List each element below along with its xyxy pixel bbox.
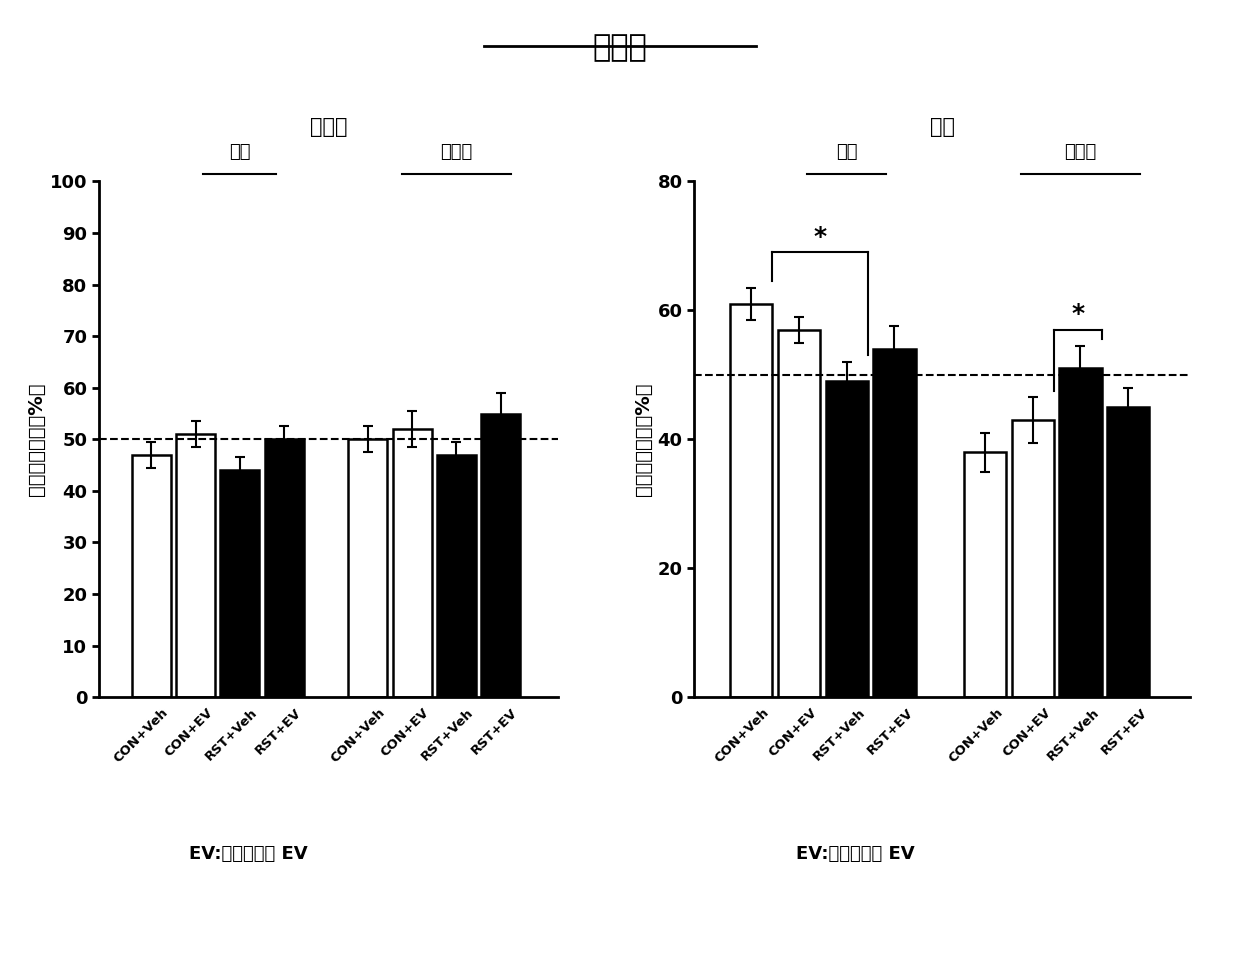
Text: 非目标: 非目标 — [1064, 143, 1096, 160]
Text: 目标: 目标 — [836, 143, 857, 160]
Text: 社交性: 社交性 — [593, 33, 647, 62]
Bar — [1012, 420, 1054, 697]
Bar — [176, 435, 216, 697]
Bar — [265, 439, 304, 697]
Y-axis label: 在场中的时间（%）: 在场中的时间（%） — [27, 383, 46, 496]
Text: *: * — [813, 225, 826, 249]
Title: 习惯化: 习惯化 — [310, 117, 347, 137]
Bar — [348, 439, 387, 697]
Bar — [1107, 407, 1149, 697]
Text: EV:植物乳杆菌 EV: EV:植物乳杆菌 EV — [796, 845, 915, 863]
Text: 非目标: 非目标 — [440, 143, 472, 160]
Text: *: * — [1071, 303, 1084, 327]
Text: 目标: 目标 — [229, 143, 250, 160]
Bar — [436, 455, 476, 697]
Title: 测试: 测试 — [930, 117, 955, 137]
Bar — [777, 329, 820, 697]
Bar — [873, 349, 915, 697]
Bar — [1059, 369, 1101, 697]
Bar — [131, 455, 171, 697]
Bar — [963, 452, 1006, 697]
Bar — [826, 381, 868, 697]
Bar — [729, 304, 771, 697]
Bar — [221, 470, 259, 697]
Y-axis label: 在场中的时间（%）: 在场中的时间（%） — [635, 383, 653, 496]
Text: EV:植物乳杆菌 EV: EV:植物乳杆菌 EV — [188, 845, 308, 863]
Bar — [481, 414, 520, 697]
Bar — [393, 429, 432, 697]
